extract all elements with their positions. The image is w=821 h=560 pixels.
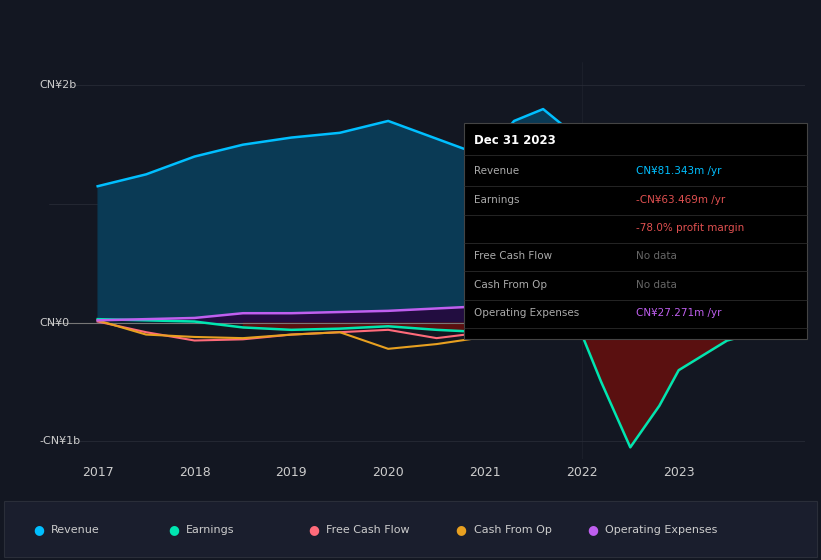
Text: Dec 31 2023: Dec 31 2023 bbox=[474, 134, 556, 147]
Text: CN¥27.271m /yr: CN¥27.271m /yr bbox=[636, 308, 722, 318]
Text: Cash From Op: Cash From Op bbox=[474, 525, 552, 535]
Text: Earnings: Earnings bbox=[186, 525, 235, 535]
Text: ●: ● bbox=[308, 523, 319, 536]
Text: No data: No data bbox=[636, 280, 677, 290]
Text: Free Cash Flow: Free Cash Flow bbox=[474, 251, 552, 262]
Text: ●: ● bbox=[168, 523, 179, 536]
Text: Operating Expenses: Operating Expenses bbox=[605, 525, 718, 535]
Text: Earnings: Earnings bbox=[474, 195, 519, 204]
Text: ●: ● bbox=[33, 523, 44, 536]
Text: -CN¥63.469m /yr: -CN¥63.469m /yr bbox=[636, 195, 726, 204]
Text: CN¥0: CN¥0 bbox=[39, 318, 70, 328]
Text: ●: ● bbox=[456, 523, 466, 536]
Text: -78.0% profit margin: -78.0% profit margin bbox=[636, 223, 745, 233]
Text: Cash From Op: Cash From Op bbox=[474, 280, 547, 290]
Text: Operating Expenses: Operating Expenses bbox=[474, 308, 579, 318]
Text: ●: ● bbox=[587, 523, 598, 536]
Text: No data: No data bbox=[636, 251, 677, 262]
Text: CN¥81.343m /yr: CN¥81.343m /yr bbox=[636, 166, 722, 176]
Text: CN¥2b: CN¥2b bbox=[39, 80, 77, 90]
Text: -CN¥1b: -CN¥1b bbox=[39, 436, 80, 446]
Text: Free Cash Flow: Free Cash Flow bbox=[326, 525, 410, 535]
Text: Revenue: Revenue bbox=[474, 166, 519, 176]
Text: Revenue: Revenue bbox=[51, 525, 99, 535]
